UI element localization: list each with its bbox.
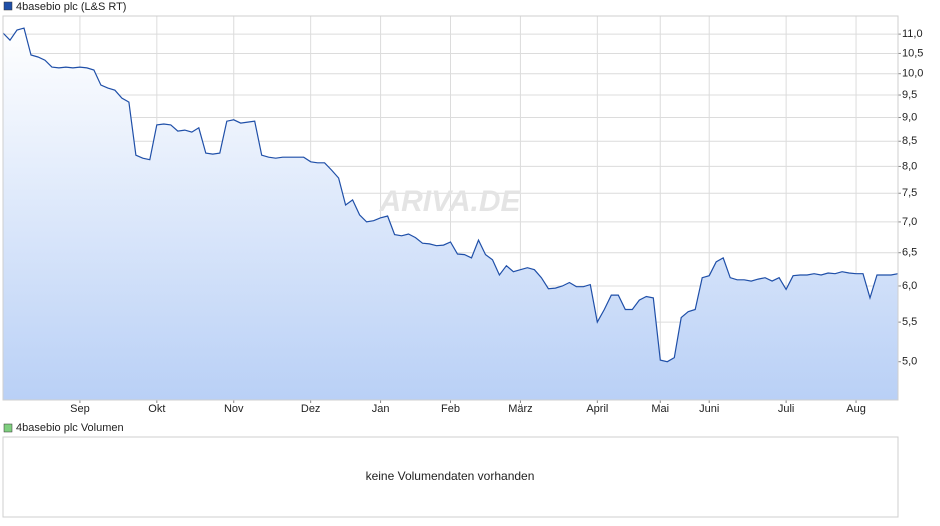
legend-label: 4basebio plc (L&S RT) bbox=[16, 1, 126, 13]
y-tick-label: 7,0 bbox=[902, 216, 917, 228]
y-tick-label: 10,0 bbox=[902, 68, 923, 80]
watermark: ARIVA.DE bbox=[378, 185, 521, 218]
y-tick-label: 7,5 bbox=[902, 187, 917, 199]
plot-frame bbox=[2, 15, 899, 401]
y-tick-label: 9,5 bbox=[902, 89, 917, 101]
y-tick-label: 8,0 bbox=[902, 160, 917, 172]
price-line bbox=[2, 27, 899, 363]
volume-frame bbox=[2, 436, 899, 518]
x-tick-label: Juli bbox=[778, 403, 795, 415]
x-tick-label: April bbox=[586, 403, 608, 415]
x-tick-label: Dez bbox=[301, 403, 321, 415]
x-tick-label: Sep bbox=[70, 403, 90, 415]
legend-label: 4basebio plc Volumen bbox=[16, 422, 124, 434]
y-tick-label: 6,0 bbox=[902, 280, 917, 292]
y-tick-label: 11,0 bbox=[902, 28, 923, 40]
y-tick-label: 5,5 bbox=[902, 316, 917, 328]
y-tick-label: 5,0 bbox=[902, 356, 917, 368]
y-tick-label: 6,5 bbox=[902, 247, 917, 259]
no-data-message: keine Volumendaten vorhanden bbox=[366, 469, 535, 483]
legend-swatch bbox=[3, 1, 13, 11]
area-fill bbox=[3, 28, 898, 400]
x-tick-label: Juni bbox=[699, 403, 719, 415]
legend-swatch bbox=[3, 423, 13, 433]
y-tick-label: 10,5 bbox=[902, 47, 923, 59]
y-tick-label: 9,0 bbox=[902, 111, 917, 123]
x-tick-label: März bbox=[508, 403, 532, 415]
x-tick-label: Jan bbox=[372, 403, 390, 415]
x-tick-label: Feb bbox=[441, 403, 460, 415]
x-tick-label: Nov bbox=[224, 403, 244, 415]
x-tick-label: Aug bbox=[846, 403, 866, 415]
x-tick-label: Okt bbox=[148, 403, 165, 415]
y-tick-label: 8,5 bbox=[902, 135, 917, 147]
x-tick-label: Mai bbox=[651, 403, 669, 415]
